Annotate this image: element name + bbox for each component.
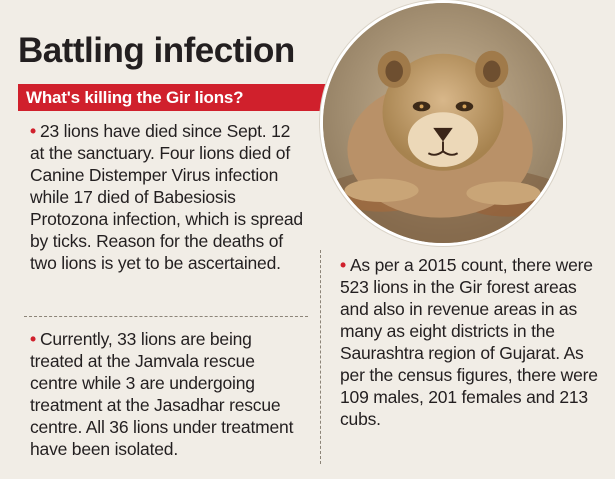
bullet-icon: • xyxy=(340,255,346,275)
fact-item-census: • As per a 2015 count, there were 523 lio… xyxy=(340,254,600,430)
vertical-divider xyxy=(320,250,321,464)
fact-text: As per a 2015 count, there were 523 lion… xyxy=(340,255,598,429)
horizontal-divider xyxy=(24,316,308,317)
kicker-banner: What's killing the Gir lions? xyxy=(18,84,330,111)
fact-item-treatment: • Currently, 33 lions are being treated a… xyxy=(30,328,305,460)
lioness-image xyxy=(323,3,563,243)
fact-item-deaths: • 23 lions have died since Sept. 12 at th… xyxy=(30,120,305,274)
lion-photo xyxy=(320,0,566,246)
bullet-icon: • xyxy=(30,329,36,349)
fact-text: Currently, 33 lions are being treated at… xyxy=(30,329,294,459)
bullet-icon: • xyxy=(30,121,36,141)
headline: Battling infection xyxy=(18,31,295,70)
fact-text: 23 lions have died since Sept. 12 at the… xyxy=(30,121,303,273)
